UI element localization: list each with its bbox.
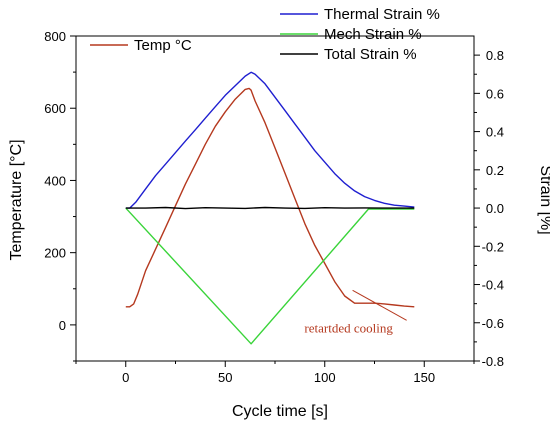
y-right-tick-label: -0.8 <box>482 354 504 369</box>
x-axis-title: Cycle time [s] <box>232 403 328 420</box>
y-left-tick-label: 400 <box>44 173 66 188</box>
annotation-group: retartded cooling <box>304 289 407 335</box>
y-left-tick-label: 600 <box>44 101 66 116</box>
x-axis-ticks: 0 50 100 150 <box>75 361 475 385</box>
y-left-tick-label: 200 <box>44 246 66 261</box>
x-tick-label: 50 <box>218 370 232 385</box>
y-right-tick-label: 0.2 <box>486 163 504 178</box>
legend-label-thermal-strain: Thermal Strain % <box>324 6 440 23</box>
y-right-tick-label: 0.6 <box>486 86 504 101</box>
legend: Temp °C Thermal Strain % Mech Strain % Tota… <box>90 6 440 63</box>
series-line-mech-strain <box>125 207 415 345</box>
y-right-axis-title: Strain [%] <box>537 165 550 234</box>
annotation-text: retartded cooling <box>304 320 393 335</box>
y-right-tick-label: 0.0 <box>486 201 504 216</box>
y-right-tick-label: 0.8 <box>486 48 504 63</box>
x-tick-label: 150 <box>413 370 435 385</box>
series-line-thermal-strain <box>125 71 415 209</box>
y-left-axis-ticks: 0 200 400 600 800 <box>44 29 76 362</box>
y-right-tick-label: -0.4 <box>482 278 504 293</box>
plot-frame <box>75 35 475 362</box>
x-tick-label: 0 <box>122 370 129 385</box>
y-left-axis-title: Temperature [°C] <box>8 139 25 260</box>
legend-label-temp-c: Temp °C <box>134 37 192 54</box>
series-line-temp-c <box>125 87 415 308</box>
legend-label-total-strain: Total Strain % <box>324 46 417 63</box>
y-right-axis-ticks: -0.8 -0.6 -0.4 -0.2 0.0 0.2 0.4 0.6 0.8 <box>474 48 504 369</box>
y-right-tick-label: -0.2 <box>482 239 504 254</box>
series-lines <box>125 71 415 345</box>
y-right-tick-label: 0.4 <box>486 125 504 140</box>
y-left-tick-label: 0 <box>59 318 66 333</box>
y-right-tick-label: -0.6 <box>482 316 504 331</box>
series-line-total-strain <box>125 206 415 210</box>
x-tick-label: 100 <box>314 370 336 385</box>
annotation-arrow <box>352 289 407 321</box>
plot-border <box>75 35 475 362</box>
y-left-tick-label: 800 <box>44 29 66 44</box>
legend-label-mech-strain: Mech Strain % <box>324 26 422 43</box>
